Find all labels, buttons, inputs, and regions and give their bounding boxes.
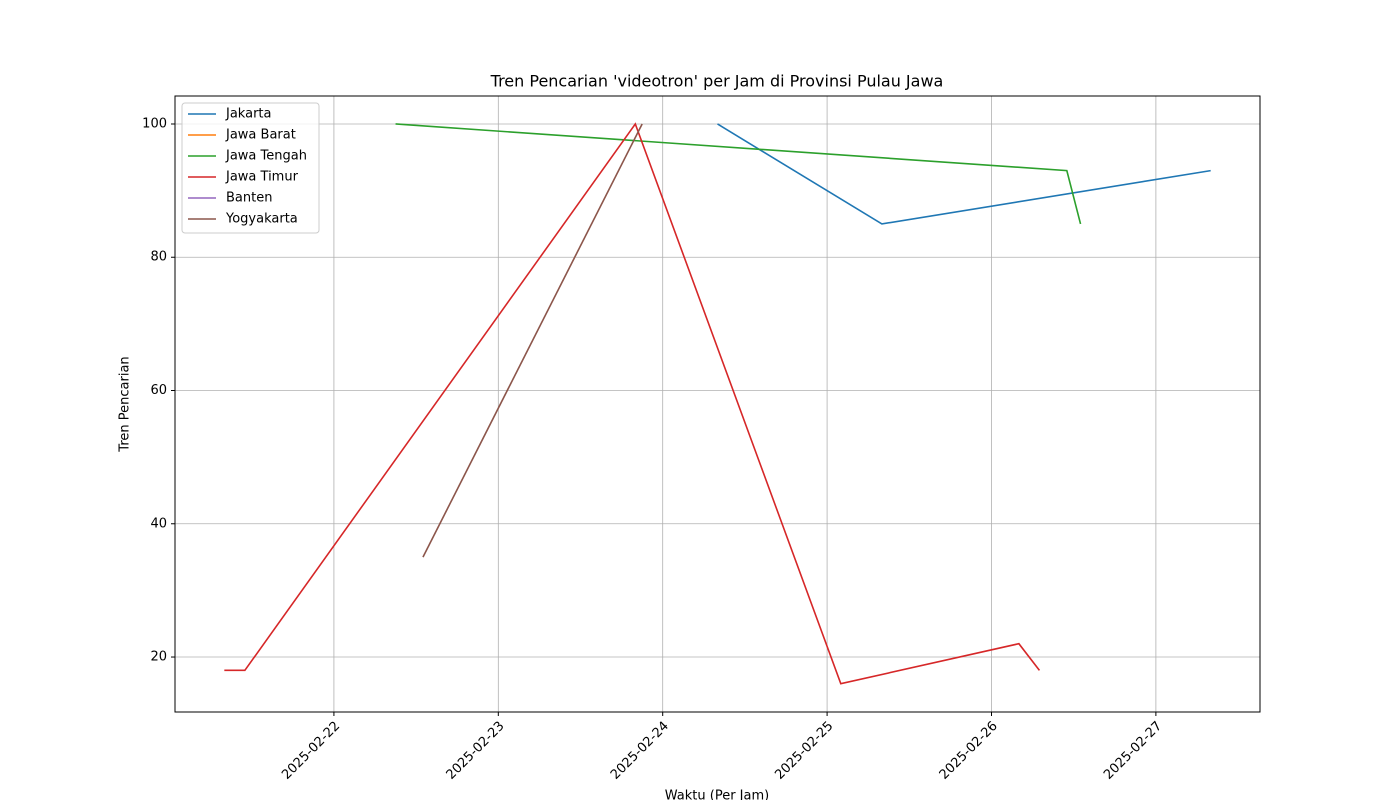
line-series — [395, 123, 1082, 225]
y-tick-label: 100 — [142, 116, 167, 131]
x-tick-label: 2025-02-23 — [444, 719, 508, 783]
legend-box — [181, 102, 320, 234]
y-tick-label: 60 — [150, 383, 167, 398]
x-tick-label: 2025-02-22 — [279, 719, 343, 783]
x-tick-label: 2025-02-25 — [772, 719, 836, 783]
y-tick-label: 40 — [150, 516, 167, 531]
legend-label: Banten — [226, 191, 272, 206]
legend-label: Jawa Barat — [225, 128, 296, 143]
x-tick-label: 2025-02-24 — [608, 719, 672, 783]
legend-label: Jawa Timur — [225, 170, 299, 185]
chart-title: Tren Pencarian 'videotron' per Jam di Pr… — [490, 72, 944, 91]
legend-label: Jakarta — [225, 107, 271, 122]
x-axis-label: Waktu (Per Jam) — [665, 789, 769, 800]
y-tick-label: 20 — [150, 650, 167, 665]
x-tick-label: 2025-02-26 — [937, 719, 1001, 783]
plot-frame — [174, 95, 1261, 713]
line-series — [422, 123, 643, 558]
line-series — [224, 122, 1041, 685]
y-axis-label: Tren Pencarian — [118, 356, 133, 452]
legend-label: Jawa Tengah — [225, 149, 307, 164]
y-tick-label: 80 — [150, 250, 167, 265]
x-tick-label: 2025-02-27 — [1101, 719, 1165, 783]
line-series — [717, 123, 1211, 225]
legend-label: Yogyakarta — [225, 212, 298, 227]
